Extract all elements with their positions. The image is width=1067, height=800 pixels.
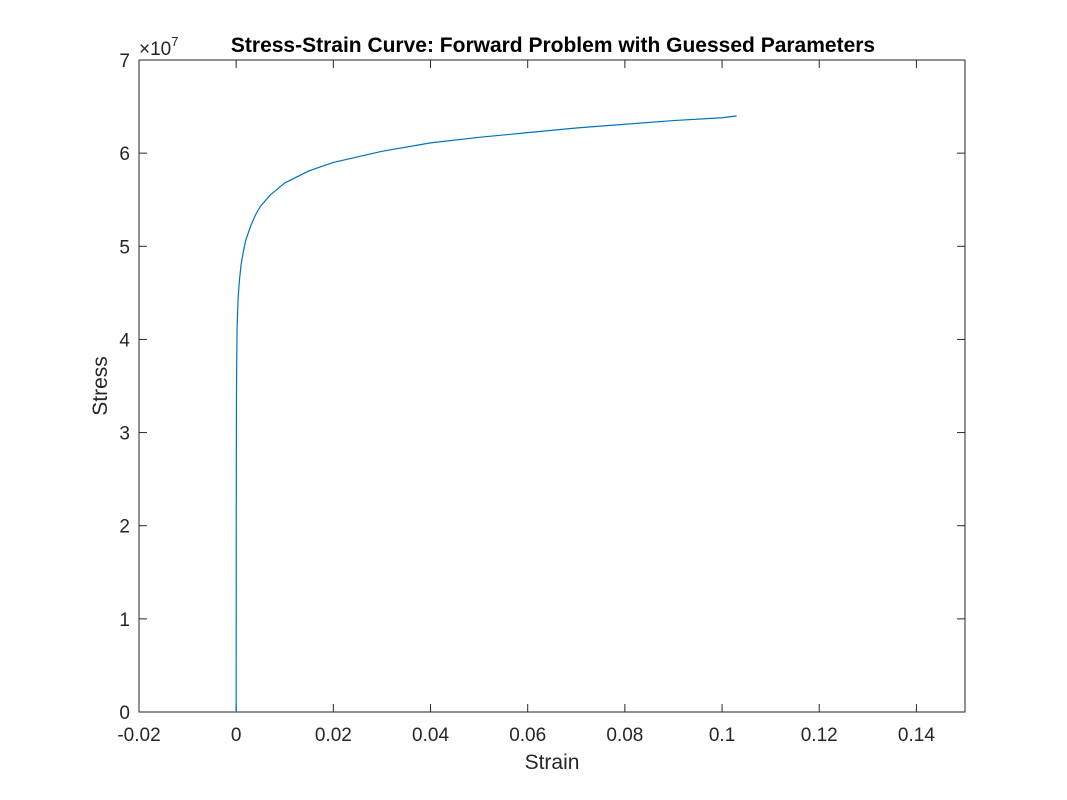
- x-axis-label: Strain: [525, 751, 580, 774]
- y-multiplier-base: ×10: [139, 39, 171, 60]
- y-axis-ticks: 0 1 2 3 4 5 6 7: [119, 51, 965, 724]
- chart-title: Stress-Strain Curve: Forward Problem wit…: [231, 34, 875, 57]
- x-tick-label: 0.14: [898, 725, 935, 746]
- x-tick-label: 0.02: [315, 725, 352, 746]
- y-tick-label: 7: [119, 51, 130, 72]
- x-axis-ticks: -0.02 0 0.02 0.04 0.06 0.08 0.1 0.12 0.14: [117, 60, 935, 746]
- y-tick-label: 6: [119, 144, 130, 165]
- x-tick-label: -0.02: [117, 725, 160, 746]
- y-multiplier-exponent: 7: [171, 34, 178, 49]
- plot-area: [138, 59, 966, 713]
- y-tick-label: 4: [119, 330, 130, 351]
- y-tick-label: 1: [119, 610, 130, 631]
- x-tick-label: 0.04: [412, 725, 449, 746]
- y-tick-label: 0: [119, 703, 130, 724]
- x-tick-label: 0.06: [509, 725, 546, 746]
- series-layer: [235, 115, 737, 713]
- y-tick-label: 5: [119, 237, 130, 258]
- x-tick-label: 0.08: [606, 725, 643, 746]
- y-axis-multiplier: ×107: [139, 34, 178, 60]
- x-tick-label: 0.1: [709, 725, 735, 746]
- y-tick-label: 2: [119, 517, 130, 538]
- x-tick-label: 0.12: [801, 725, 838, 746]
- y-axis-label: Stress: [89, 356, 112, 416]
- series-line: [235, 115, 737, 713]
- y-tick-label: 3: [119, 424, 130, 445]
- x-tick-label: 0: [231, 725, 242, 746]
